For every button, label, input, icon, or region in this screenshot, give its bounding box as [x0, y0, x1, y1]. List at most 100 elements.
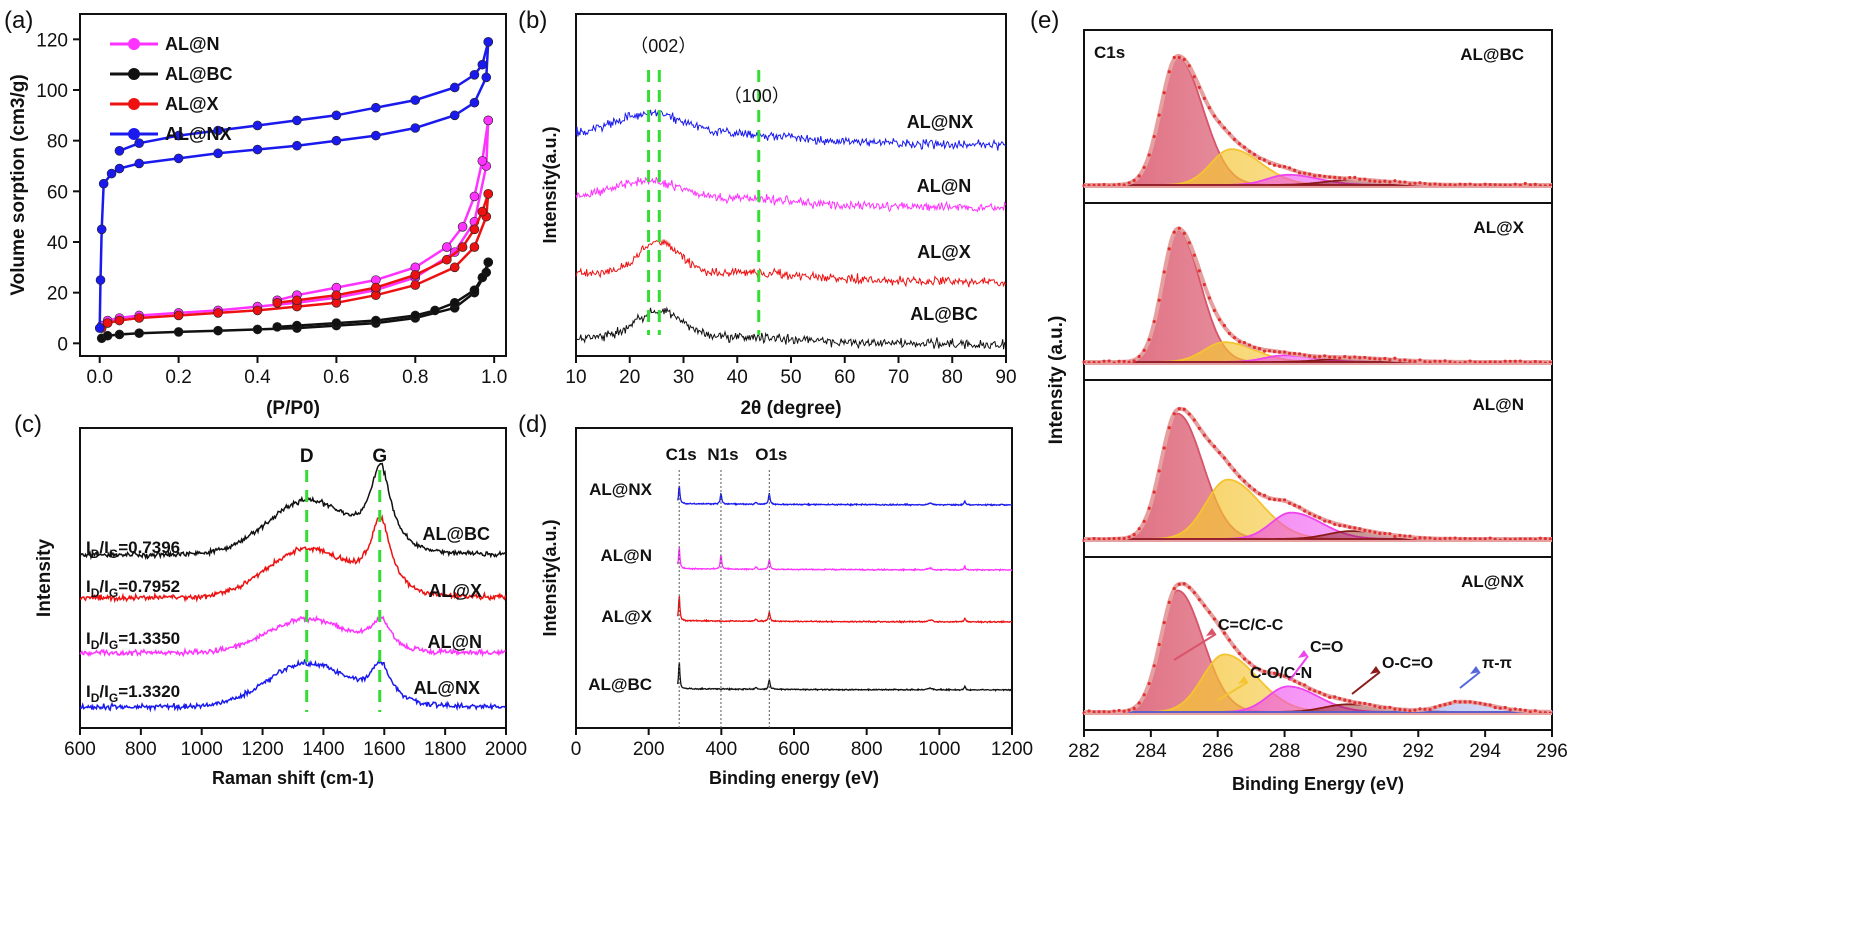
panel-e-data-point [1518, 359, 1522, 363]
panel-e-data-point [1142, 693, 1146, 697]
panel-d-series-3 [677, 662, 1013, 692]
panel-e-data-point [1368, 179, 1372, 183]
panel-e-data-point [1132, 359, 1136, 363]
panel-b-series-label: AL@X [917, 242, 971, 262]
panel-e-data-point [1293, 679, 1297, 683]
panel-e-data-point [1237, 142, 1242, 146]
panel-e-data-point [1423, 536, 1427, 540]
panel-e-sub-label: AL@X [1473, 218, 1524, 237]
panel-e-data-point [1338, 696, 1342, 701]
panel-d-label: (d) [518, 411, 547, 438]
panel-e-corner-label: C1s [1094, 43, 1125, 62]
panel-e-data-point [1092, 537, 1096, 541]
panel-e-data-point [1112, 183, 1116, 187]
panel-a-point [173, 153, 184, 164]
panel-e-data-point [1368, 356, 1372, 360]
panel-d-x-tick-label: 1200 [991, 739, 1033, 760]
panel-e-data-point [1227, 331, 1232, 336]
panel-e-x-tick-label: 290 [1336, 741, 1368, 762]
panel-a-point [483, 37, 494, 47]
panel-e-data-point [1458, 182, 1462, 186]
panel-e-annotation-label: O-C=O [1382, 655, 1433, 672]
panel-a-point [134, 138, 144, 148]
panel-a-legend-marker [128, 38, 140, 50]
panel-e-data-point [1468, 537, 1472, 541]
panel-e-data-point [1192, 253, 1196, 257]
panel-e-data-point [1323, 519, 1327, 523]
panel-b-x-tick-label: 10 [565, 367, 586, 388]
panel-b-ylabel: Intensity(a.u.) [540, 126, 560, 243]
panel-d-x-tick-label: 800 [851, 739, 883, 760]
panel-e-data-point [1087, 709, 1091, 713]
panel-e-data-point [1438, 537, 1442, 541]
panel-e-data-point [1137, 174, 1141, 178]
panel-c-x-tick-label: 1200 [241, 739, 283, 760]
panel-e-data-point [1428, 536, 1432, 540]
panel-e-data-point [1132, 178, 1136, 183]
panel-c-frame [79, 427, 507, 729]
panel-e-data-point [1513, 359, 1517, 363]
panel-e-data-point [1267, 671, 1272, 675]
panel-e-data-point [1252, 345, 1257, 350]
panel-a-point [371, 282, 381, 293]
panel-e-annotation-arrowhead [1298, 650, 1308, 658]
panel-e-data-point [1177, 407, 1181, 411]
panel-e-data-point [1187, 585, 1191, 590]
panel-e-data-point [1282, 674, 1287, 678]
panel-b-x-tick-label: 90 [995, 367, 1016, 388]
panel-e-annotation-arrow [1351, 671, 1381, 695]
panel-d-series-1 [677, 547, 1013, 572]
panel-e-data-point [1418, 181, 1422, 185]
panel-e-data-point [1503, 705, 1507, 710]
panel-e-data-point [1308, 172, 1312, 176]
panel-e-data-point [1438, 182, 1442, 187]
panel-e-data-point [1388, 532, 1392, 536]
panel-e-x-tick-label: 296 [1536, 741, 1568, 762]
panel-e-data-point [1503, 537, 1507, 541]
panel-d-x-tick-label: 400 [705, 739, 737, 760]
panel-e-data-point [1127, 535, 1131, 539]
panel-d: 0 200 400 600 800 1000 1200 (d) Binding energy (… [518, 411, 1033, 788]
panel-e-data-point [1513, 182, 1517, 186]
panel-e-data-point [1202, 96, 1206, 100]
panel-e-data-point [1408, 534, 1412, 538]
panel-a-point [173, 327, 184, 337]
panel-e-data-point [1528, 183, 1532, 187]
panel-e-data-point [1423, 181, 1427, 186]
panel-a-point [134, 313, 144, 323]
panel-e-data-point [1453, 536, 1457, 540]
panel-e-data-point [1318, 174, 1322, 178]
panel-e-data-point [1408, 709, 1412, 713]
panel-e-data-point [1217, 451, 1221, 455]
panel-e-data-point [1483, 537, 1487, 541]
panel-a-frame [79, 13, 507, 357]
panel-b-x-tick-label: 20 [619, 367, 640, 388]
panel-a-point [252, 120, 263, 131]
panel-a-point [469, 285, 480, 295]
panel-b-x-tick-label: 60 [834, 367, 855, 388]
panel-a-point [410, 270, 421, 280]
panel-e-data-point [1293, 503, 1297, 507]
panel-e-data-point [1097, 537, 1101, 541]
panel-e-data-point [1282, 498, 1287, 502]
panel-e-data-point [1167, 247, 1171, 251]
panel-b-x-tick-label: 70 [888, 367, 909, 388]
panel-c-x-tick-label: 2000 [485, 739, 527, 760]
panel-e-data-point [1403, 708, 1407, 712]
panel-a-x-tick-label: 1.0 [481, 367, 507, 388]
panel-a-y-tick-label: 60 [47, 182, 68, 203]
panel-e-data-point [1343, 698, 1347, 702]
panel-a-point [213, 125, 223, 136]
panel-e-data-point [1308, 354, 1312, 358]
panel-e-data-point [1423, 707, 1427, 711]
panel-e-data-point [1358, 701, 1362, 705]
panel-e-data-point [1272, 349, 1277, 354]
panel-a-point [371, 315, 381, 326]
panel-e-data-point [1217, 624, 1221, 628]
panel-e-data-point [1232, 137, 1237, 141]
panel-e-data-point [1333, 175, 1337, 179]
panel-e-data-point [1167, 600, 1171, 605]
panel-e-data-point [1197, 426, 1201, 431]
panel-e-sub-label: AL@NX [1461, 572, 1525, 591]
panel-e-data-point [1323, 693, 1327, 697]
